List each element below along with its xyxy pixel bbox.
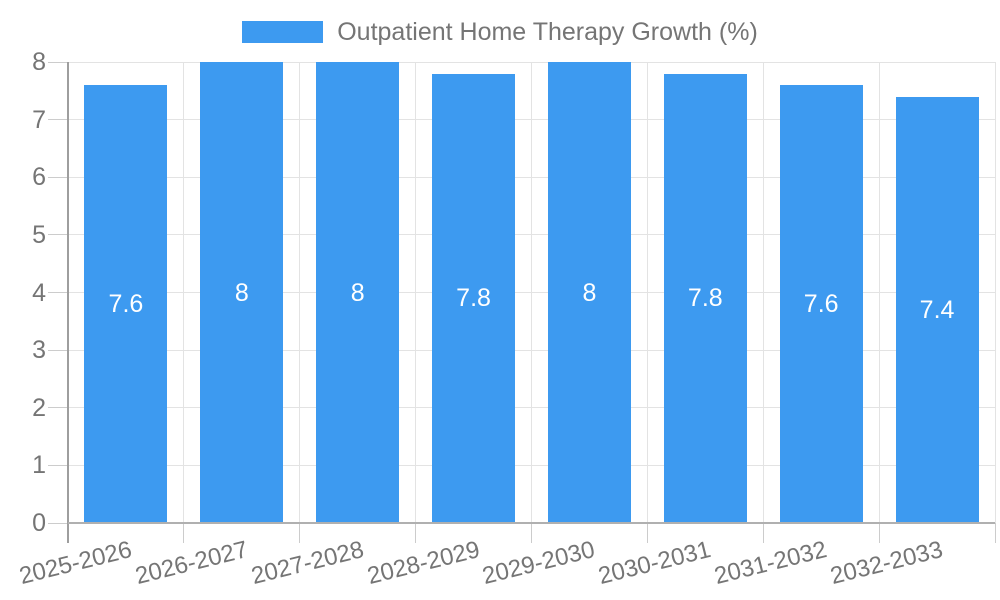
bar-value-label: 8 bbox=[582, 278, 597, 307]
y-axis-tick bbox=[48, 119, 68, 121]
x-axis-tick bbox=[994, 523, 996, 543]
bar-value-label: 7.4 bbox=[919, 295, 955, 324]
y-axis-label: 1 bbox=[32, 451, 46, 480]
bar bbox=[316, 62, 400, 523]
bar bbox=[663, 73, 747, 523]
y-axis-tick bbox=[48, 292, 68, 293]
x-axis-line bbox=[68, 522, 995, 524]
legend-label: Outpatient Home Therapy Growth (%) bbox=[337, 17, 758, 46]
x-gridline bbox=[415, 62, 417, 523]
x-axis-tick bbox=[415, 523, 417, 543]
y-axis-label: 3 bbox=[32, 336, 46, 365]
x-axis-tick bbox=[299, 523, 301, 543]
y-axis-label: 4 bbox=[32, 278, 46, 307]
y-axis-tick bbox=[48, 349, 68, 351]
bar-value-label: 7.8 bbox=[456, 284, 491, 313]
x-axis-tick bbox=[531, 523, 532, 543]
y-axis-tick bbox=[48, 61, 68, 63]
bar bbox=[547, 62, 631, 523]
x-axis-tick bbox=[762, 523, 764, 543]
y-axis-tick bbox=[48, 407, 68, 409]
y-axis-label: 6 bbox=[32, 163, 46, 192]
x-axis-tick bbox=[878, 523, 880, 543]
bar-value-label: 7.6 bbox=[108, 290, 144, 319]
bar-value-label: 8 bbox=[350, 278, 365, 307]
y-axis-label: 0 bbox=[32, 509, 46, 537]
y-axis-line bbox=[67, 62, 69, 543]
y-axis-label: 5 bbox=[32, 220, 46, 249]
y-axis-label: 8 bbox=[32, 48, 46, 76]
x-gridline bbox=[994, 62, 996, 523]
bar-value-label: 7.8 bbox=[687, 284, 723, 313]
bar bbox=[895, 96, 979, 523]
bar-value-label: 8 bbox=[234, 278, 249, 307]
y-axis-label: 2 bbox=[32, 393, 46, 422]
y-axis-label: 7 bbox=[32, 105, 46, 134]
x-gridline bbox=[878, 62, 880, 523]
x-gridline bbox=[299, 62, 301, 523]
x-gridline bbox=[183, 62, 185, 523]
y-axis-tick bbox=[48, 234, 68, 236]
y-axis-tick bbox=[48, 464, 68, 466]
bar-value-label: 7.6 bbox=[803, 290, 839, 319]
legend: Outpatient Home Therapy Growth (%) bbox=[0, 10, 1000, 54]
legend-swatch bbox=[242, 21, 324, 43]
bar bbox=[84, 85, 168, 523]
x-gridline bbox=[762, 62, 764, 523]
x-axis-tick bbox=[646, 523, 648, 543]
bar bbox=[432, 73, 516, 523]
y-axis-tick bbox=[48, 176, 68, 178]
x-axis-tick bbox=[183, 523, 185, 543]
bar bbox=[200, 62, 284, 523]
bar bbox=[779, 85, 863, 523]
y-axis-tick bbox=[48, 522, 68, 524]
x-gridline bbox=[646, 62, 648, 523]
x-gridline bbox=[531, 62, 532, 523]
